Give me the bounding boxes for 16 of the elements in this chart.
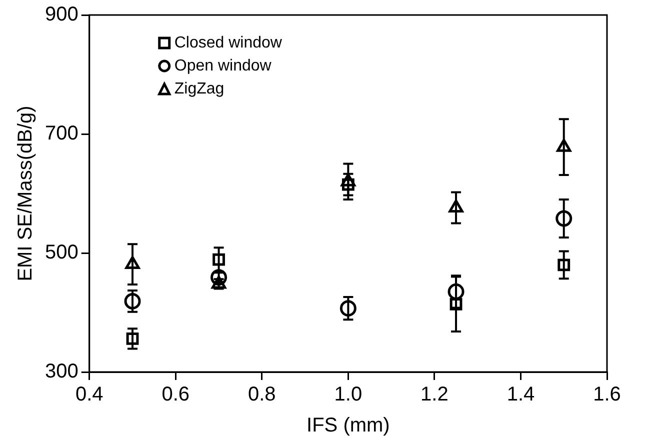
x-tick-label: 1.6 — [593, 384, 621, 406]
x-tick-label: 0.6 — [162, 384, 190, 406]
y-tick-label: 900 — [44, 4, 78, 26]
x-tick-label: 1.4 — [506, 384, 535, 406]
legend-label: Closed window — [174, 34, 282, 52]
y-tick-label: 300 — [44, 360, 78, 383]
y-tick-label: 500 — [44, 242, 78, 264]
y-axis-title: EMI SE/Mass(dB/g) — [14, 106, 37, 282]
legend-label: Open window — [174, 57, 272, 74]
x-tick-label: 1.2 — [420, 384, 448, 406]
x-tick-label: 0.4 — [75, 384, 104, 406]
x-axis-title: IFS (mm) — [306, 414, 390, 437]
y-tick-label: 700 — [44, 122, 78, 145]
x-tick-label: 0.8 — [248, 384, 276, 406]
x-tick-label: 1.0 — [334, 384, 362, 406]
legend-label: ZigZag — [174, 80, 224, 98]
